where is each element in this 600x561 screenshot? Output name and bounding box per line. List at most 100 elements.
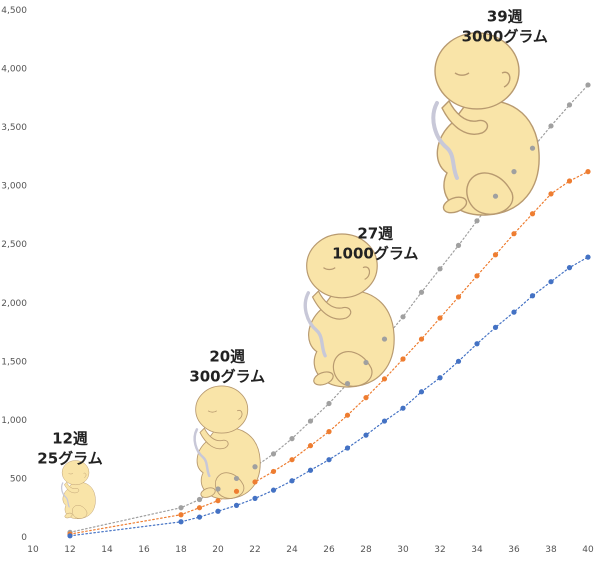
data-point	[307, 467, 314, 473]
data-point	[307, 418, 314, 424]
x-tick-label: 32	[434, 545, 445, 555]
x-tick-label: 10	[27, 545, 39, 555]
data-point	[511, 169, 517, 175]
data-point	[178, 519, 184, 525]
y-tick-label: 2,500	[1, 240, 27, 250]
fetus-12-weeks	[60, 460, 96, 519]
fetus-39-weeks	[431, 32, 540, 216]
annotations: 12週 25グラム 20週 300グラム 27週 1000グラム 39週 3000グラム	[37, 8, 548, 468]
data-point	[437, 375, 443, 381]
data-point	[215, 508, 221, 514]
x-tick-label: 26	[323, 545, 335, 555]
data-point	[529, 145, 536, 151]
data-point	[492, 193, 499, 199]
data-point	[418, 336, 425, 342]
data-point	[418, 289, 425, 295]
data-point	[474, 218, 480, 224]
y-axis-ticks: 0 500 1,000 1,500 2,000 2,500 3,000 3,500 4,000 4…	[1, 6, 27, 543]
annotation-week: 20週	[209, 347, 245, 365]
data-point	[233, 475, 240, 482]
x-tick-label: 28	[360, 545, 372, 555]
data-point	[178, 512, 184, 518]
fetus-illustrations	[60, 32, 540, 519]
data-point	[492, 324, 499, 330]
data-point	[511, 309, 517, 315]
data-point	[363, 432, 369, 438]
y-tick-label: 1,000	[1, 416, 27, 426]
data-point	[196, 496, 203, 503]
annotation-week: 12週	[52, 429, 88, 447]
data-point	[381, 336, 388, 342]
y-tick-label: 3,500	[1, 123, 27, 133]
data-point	[270, 468, 277, 475]
x-tick-label: 36	[508, 545, 520, 555]
series-line	[69, 256, 589, 537]
data-point	[326, 400, 332, 407]
data-point	[511, 231, 517, 237]
annotation-week: 39週	[487, 8, 523, 26]
data-point	[437, 315, 443, 321]
data-point	[344, 412, 351, 418]
data-point	[215, 486, 221, 492]
data-point	[196, 505, 203, 511]
data-point	[529, 293, 536, 299]
x-tick-label: 16	[138, 545, 150, 555]
data-point	[344, 445, 351, 451]
x-tick-label: 18	[175, 545, 187, 555]
x-tick-label: 40	[582, 545, 594, 555]
annotation-weight: 300グラム	[189, 367, 265, 385]
x-tick-label: 34	[471, 545, 483, 555]
data-point	[529, 211, 536, 217]
y-tick-label: 0	[21, 533, 27, 543]
data-point	[270, 451, 277, 457]
data-point	[400, 356, 406, 362]
data-point	[233, 488, 240, 494]
x-tick-label: 12	[64, 545, 75, 555]
data-point	[344, 380, 351, 387]
y-tick-label: 1,500	[1, 357, 27, 367]
data-point	[474, 273, 480, 279]
data-point	[252, 479, 258, 485]
data-point	[492, 252, 499, 258]
data-point	[437, 266, 443, 272]
data-point	[363, 395, 369, 401]
data-point	[455, 294, 462, 300]
x-tick-label: 38	[545, 545, 557, 555]
x-tick-label: 24	[286, 545, 298, 555]
x-axis-ticks: 10 12 14 16 18 20 22 24 26 28 30 32 34 36 38 40	[27, 545, 594, 555]
data-point	[326, 457, 332, 463]
data-point	[566, 102, 573, 108]
x-tick-label: 30	[397, 545, 409, 555]
annotation-week: 27週	[357, 224, 393, 242]
data-point	[215, 498, 221, 504]
annotation-weight: 25グラム	[37, 449, 102, 467]
fetus-20-weeks	[193, 385, 261, 500]
data-point	[566, 178, 573, 184]
y-tick-label: 4,000	[1, 65, 27, 75]
data-point	[252, 495, 258, 501]
data-point	[455, 358, 462, 364]
data-point	[67, 533, 73, 539]
data-point	[418, 389, 425, 395]
data-point	[196, 514, 203, 520]
data-point	[307, 443, 314, 449]
data-point	[566, 265, 573, 271]
data-point	[400, 314, 406, 320]
data-point	[474, 341, 480, 347]
data-point	[585, 254, 591, 260]
data-point	[270, 487, 277, 493]
data-point	[289, 436, 295, 442]
data-point	[400, 405, 406, 411]
data-point	[233, 502, 240, 508]
data-point	[178, 505, 184, 511]
data-point	[289, 478, 295, 484]
data-point	[548, 123, 554, 129]
x-tick-label: 22	[249, 545, 260, 555]
y-tick-label: 3,000	[1, 182, 27, 192]
x-tick-label: 20	[212, 545, 224, 555]
data-point	[548, 191, 554, 197]
data-point	[548, 279, 554, 285]
x-tick-label: 14	[101, 545, 113, 555]
data-point	[326, 429, 332, 435]
